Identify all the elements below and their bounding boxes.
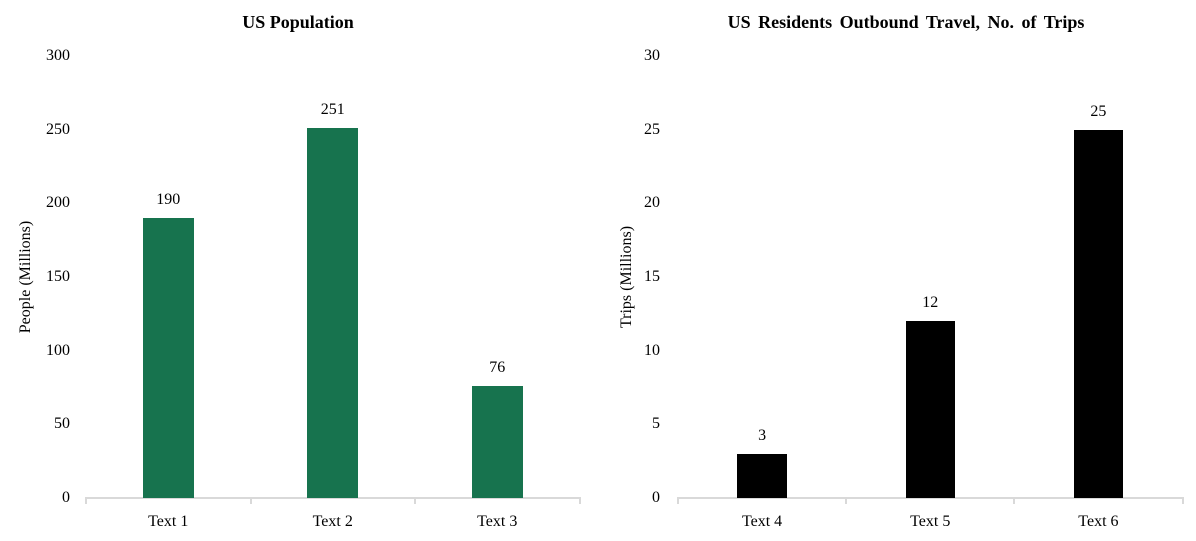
bar (1073, 129, 1124, 498)
x-axis-tick-mark (85, 497, 87, 504)
bar (471, 386, 523, 498)
x-axis-tick-mark (249, 497, 252, 504)
x-axis-line (86, 497, 580, 499)
chart-title: US Residents Outbound Travel, No. of Tri… (727, 12, 1085, 32)
bar (307, 128, 359, 498)
x-axis-tick-mark (677, 497, 679, 504)
x-category-label: Text 4 (741, 513, 783, 530)
x-category-label: Text 3 (477, 513, 518, 530)
y-axis-tick-label: 0 (652, 489, 660, 506)
y-axis-tick-label: 20 (644, 194, 660, 212)
x-category-label: Text 1 (148, 513, 189, 530)
chart-title: US Population (242, 12, 354, 32)
x-category-label: Text 5 (910, 513, 951, 530)
bar-value-label: 190 (156, 191, 181, 209)
x-axis-tick-mark (1013, 497, 1016, 504)
bar-value-label: 251 (320, 101, 345, 119)
y-axis-tick-label: 150 (46, 268, 70, 285)
x-axis-tick-mark (578, 497, 581, 504)
y-axis-tick-label: 250 (46, 120, 70, 138)
bar-value-label: 12 (922, 294, 939, 312)
y-axis-tick-label: 10 (644, 341, 660, 359)
y-axis-tick-label: 50 (54, 415, 70, 433)
y-axis-tick-label: 25 (644, 120, 660, 138)
y-axis-tick-label: 0 (62, 489, 70, 506)
y-axis-tick-label: 30 (644, 47, 660, 64)
y-axis-tick-label: 100 (46, 341, 70, 359)
bar-value-label: 76 (489, 359, 506, 377)
x-axis-tick-mark (1181, 497, 1184, 504)
bar (142, 218, 194, 498)
y-axis-tick-label: 200 (46, 194, 70, 212)
x-axis-tick-mark (845, 497, 848, 504)
x-axis-tick-mark (414, 497, 416, 504)
x-category-label: Text 6 (1078, 513, 1119, 530)
bar (905, 321, 955, 498)
bar-value-label: 25 (1090, 102, 1107, 120)
bar-value-label: 3 (758, 426, 767, 444)
x-category-label: Text 2 (312, 513, 353, 530)
y-axis-tick-label: 5 (652, 415, 660, 433)
y-axis-tick-label: 15 (644, 268, 660, 285)
y-axis-tick-label: 300 (46, 47, 70, 64)
x-axis-line (678, 497, 1183, 499)
bar (737, 453, 787, 498)
